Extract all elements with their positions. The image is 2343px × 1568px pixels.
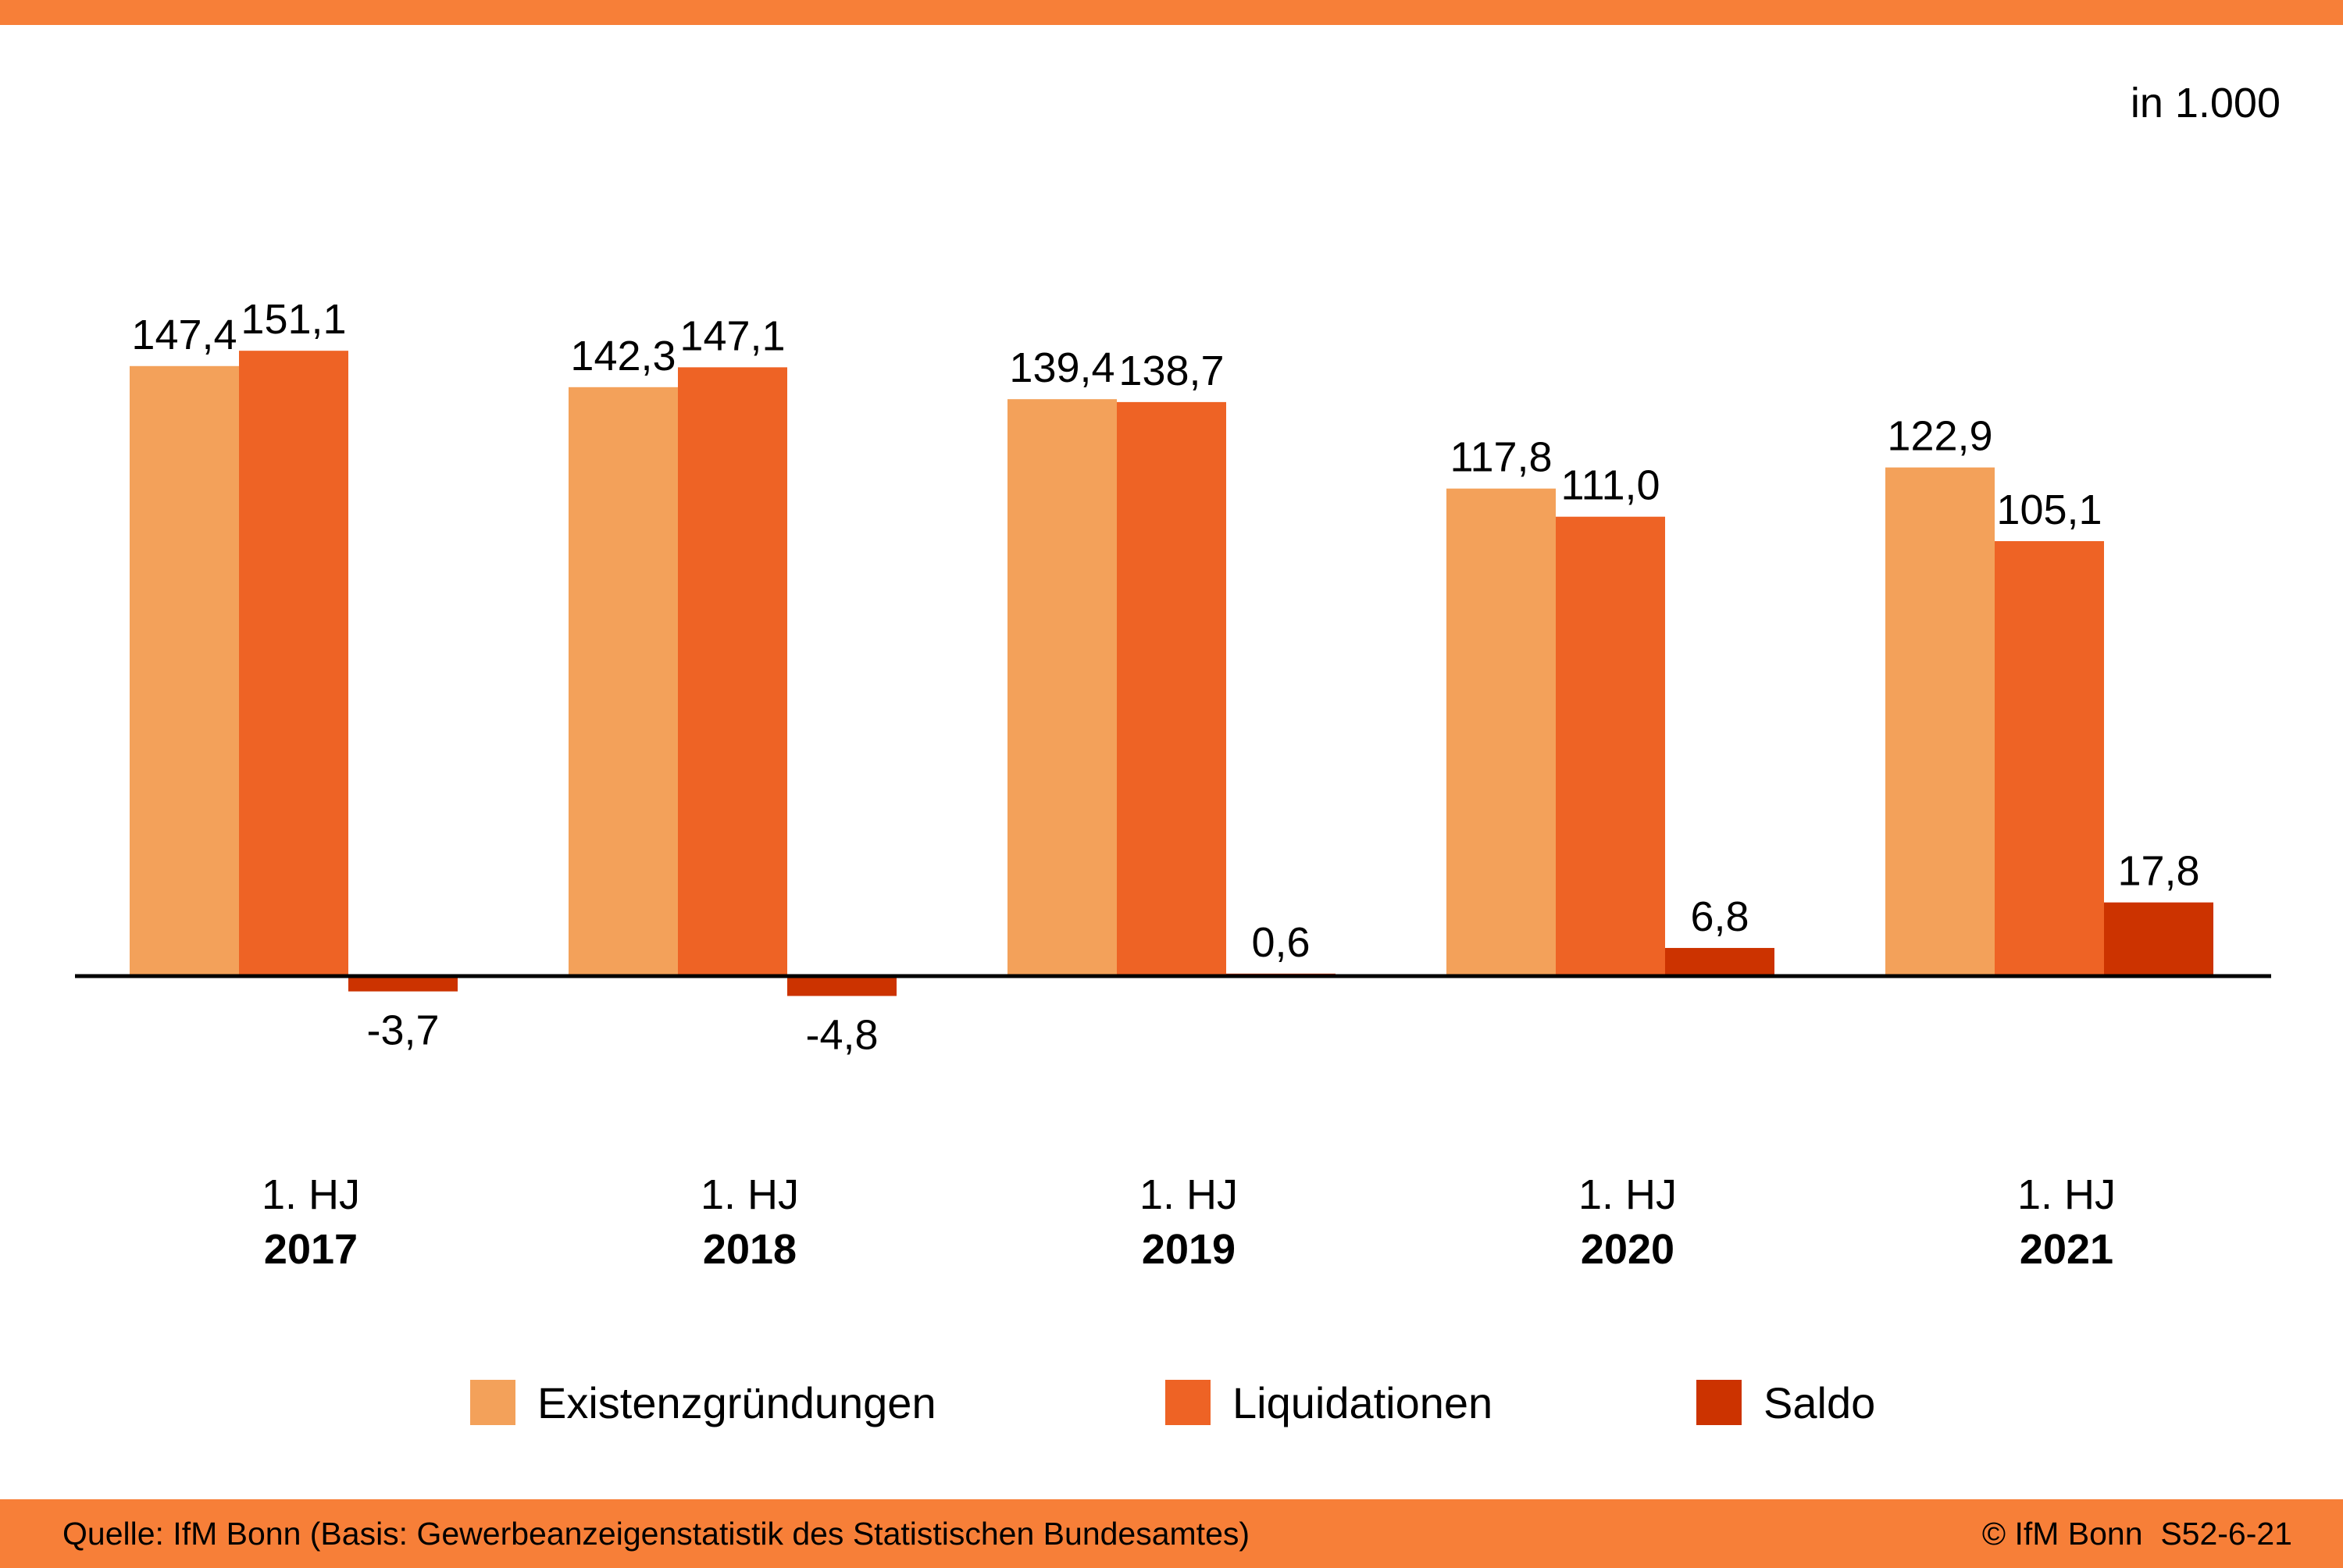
source-note: Quelle: IfM Bonn (Basis: Gewerbeanzeigen… xyxy=(62,1516,1250,1552)
unit-note: in 1.000 xyxy=(2131,80,2281,127)
bar-existenzgründungen-2017 xyxy=(130,365,239,976)
x-tick-label-line1: 1. HJ xyxy=(1578,1171,1677,1218)
data-label: 117,8 xyxy=(1450,434,1552,481)
data-label: 105,1 xyxy=(1996,486,2102,533)
x-tick-label-line1: 1. HJ xyxy=(1139,1171,1238,1218)
bar-existenzgründungen-2020 xyxy=(1446,488,1556,976)
data-label: 147,4 xyxy=(131,312,237,358)
top-bar xyxy=(0,0,2343,25)
bar-liquidationen-2017 xyxy=(239,351,348,976)
legend-swatch xyxy=(470,1380,515,1425)
legend-label: Liquidationen xyxy=(1232,1378,1492,1427)
x-tick-label-line1: 1. HJ xyxy=(2017,1171,2116,1218)
data-label: 122,9 xyxy=(1887,413,1992,460)
data-label: 151,1 xyxy=(241,296,346,343)
copyright: © IfM Bonn S52-6-21 xyxy=(1982,1516,2292,1552)
bar-liquidationen-2018 xyxy=(678,367,787,976)
data-label: -3,7 xyxy=(366,1007,439,1054)
data-label: 147,1 xyxy=(679,312,785,359)
bar-saldo-2020 xyxy=(1665,947,1774,976)
data-label: -4,8 xyxy=(805,1011,878,1058)
bar-liquidationen-2020 xyxy=(1556,516,1665,976)
x-tick-label-line1: 1. HJ xyxy=(701,1171,799,1218)
bar-liquidationen-2021 xyxy=(1995,540,2104,976)
data-label: 0,6 xyxy=(1251,919,1310,966)
x-tick-label-year: 2018 xyxy=(703,1226,797,1273)
x-tick-label-line1: 1. HJ xyxy=(262,1171,360,1218)
data-label: 6,8 xyxy=(1690,893,1749,940)
bar-saldo-2017 xyxy=(348,976,458,992)
legend-label: Existenzgründungen xyxy=(537,1378,936,1427)
legend-swatch xyxy=(1696,1380,1742,1425)
data-label: 111,0 xyxy=(1560,462,1660,509)
bar-saldo-2018 xyxy=(787,976,897,996)
bar-saldo-2021 xyxy=(2104,902,2213,976)
footer-bar xyxy=(0,1499,2343,1568)
data-label: 142,3 xyxy=(570,333,676,380)
bar-existenzgründungen-2019 xyxy=(1007,399,1117,976)
legend-label: Saldo xyxy=(1763,1378,1875,1427)
x-tick-label-year: 2021 xyxy=(2020,1226,2113,1273)
data-label: 139,4 xyxy=(1009,344,1114,391)
x-tick-label-year: 2019 xyxy=(1142,1226,1236,1273)
x-tick-label-year: 2020 xyxy=(1581,1226,1674,1273)
bar-existenzgründungen-2018 xyxy=(569,387,678,976)
legend-swatch xyxy=(1165,1380,1211,1425)
data-label: 17,8 xyxy=(2117,848,2199,895)
data-label: 138,7 xyxy=(1118,347,1224,394)
x-tick-label-year: 2017 xyxy=(264,1226,358,1273)
bar-liquidationen-2019 xyxy=(1117,401,1226,976)
bar-existenzgründungen-2021 xyxy=(1885,467,1995,976)
